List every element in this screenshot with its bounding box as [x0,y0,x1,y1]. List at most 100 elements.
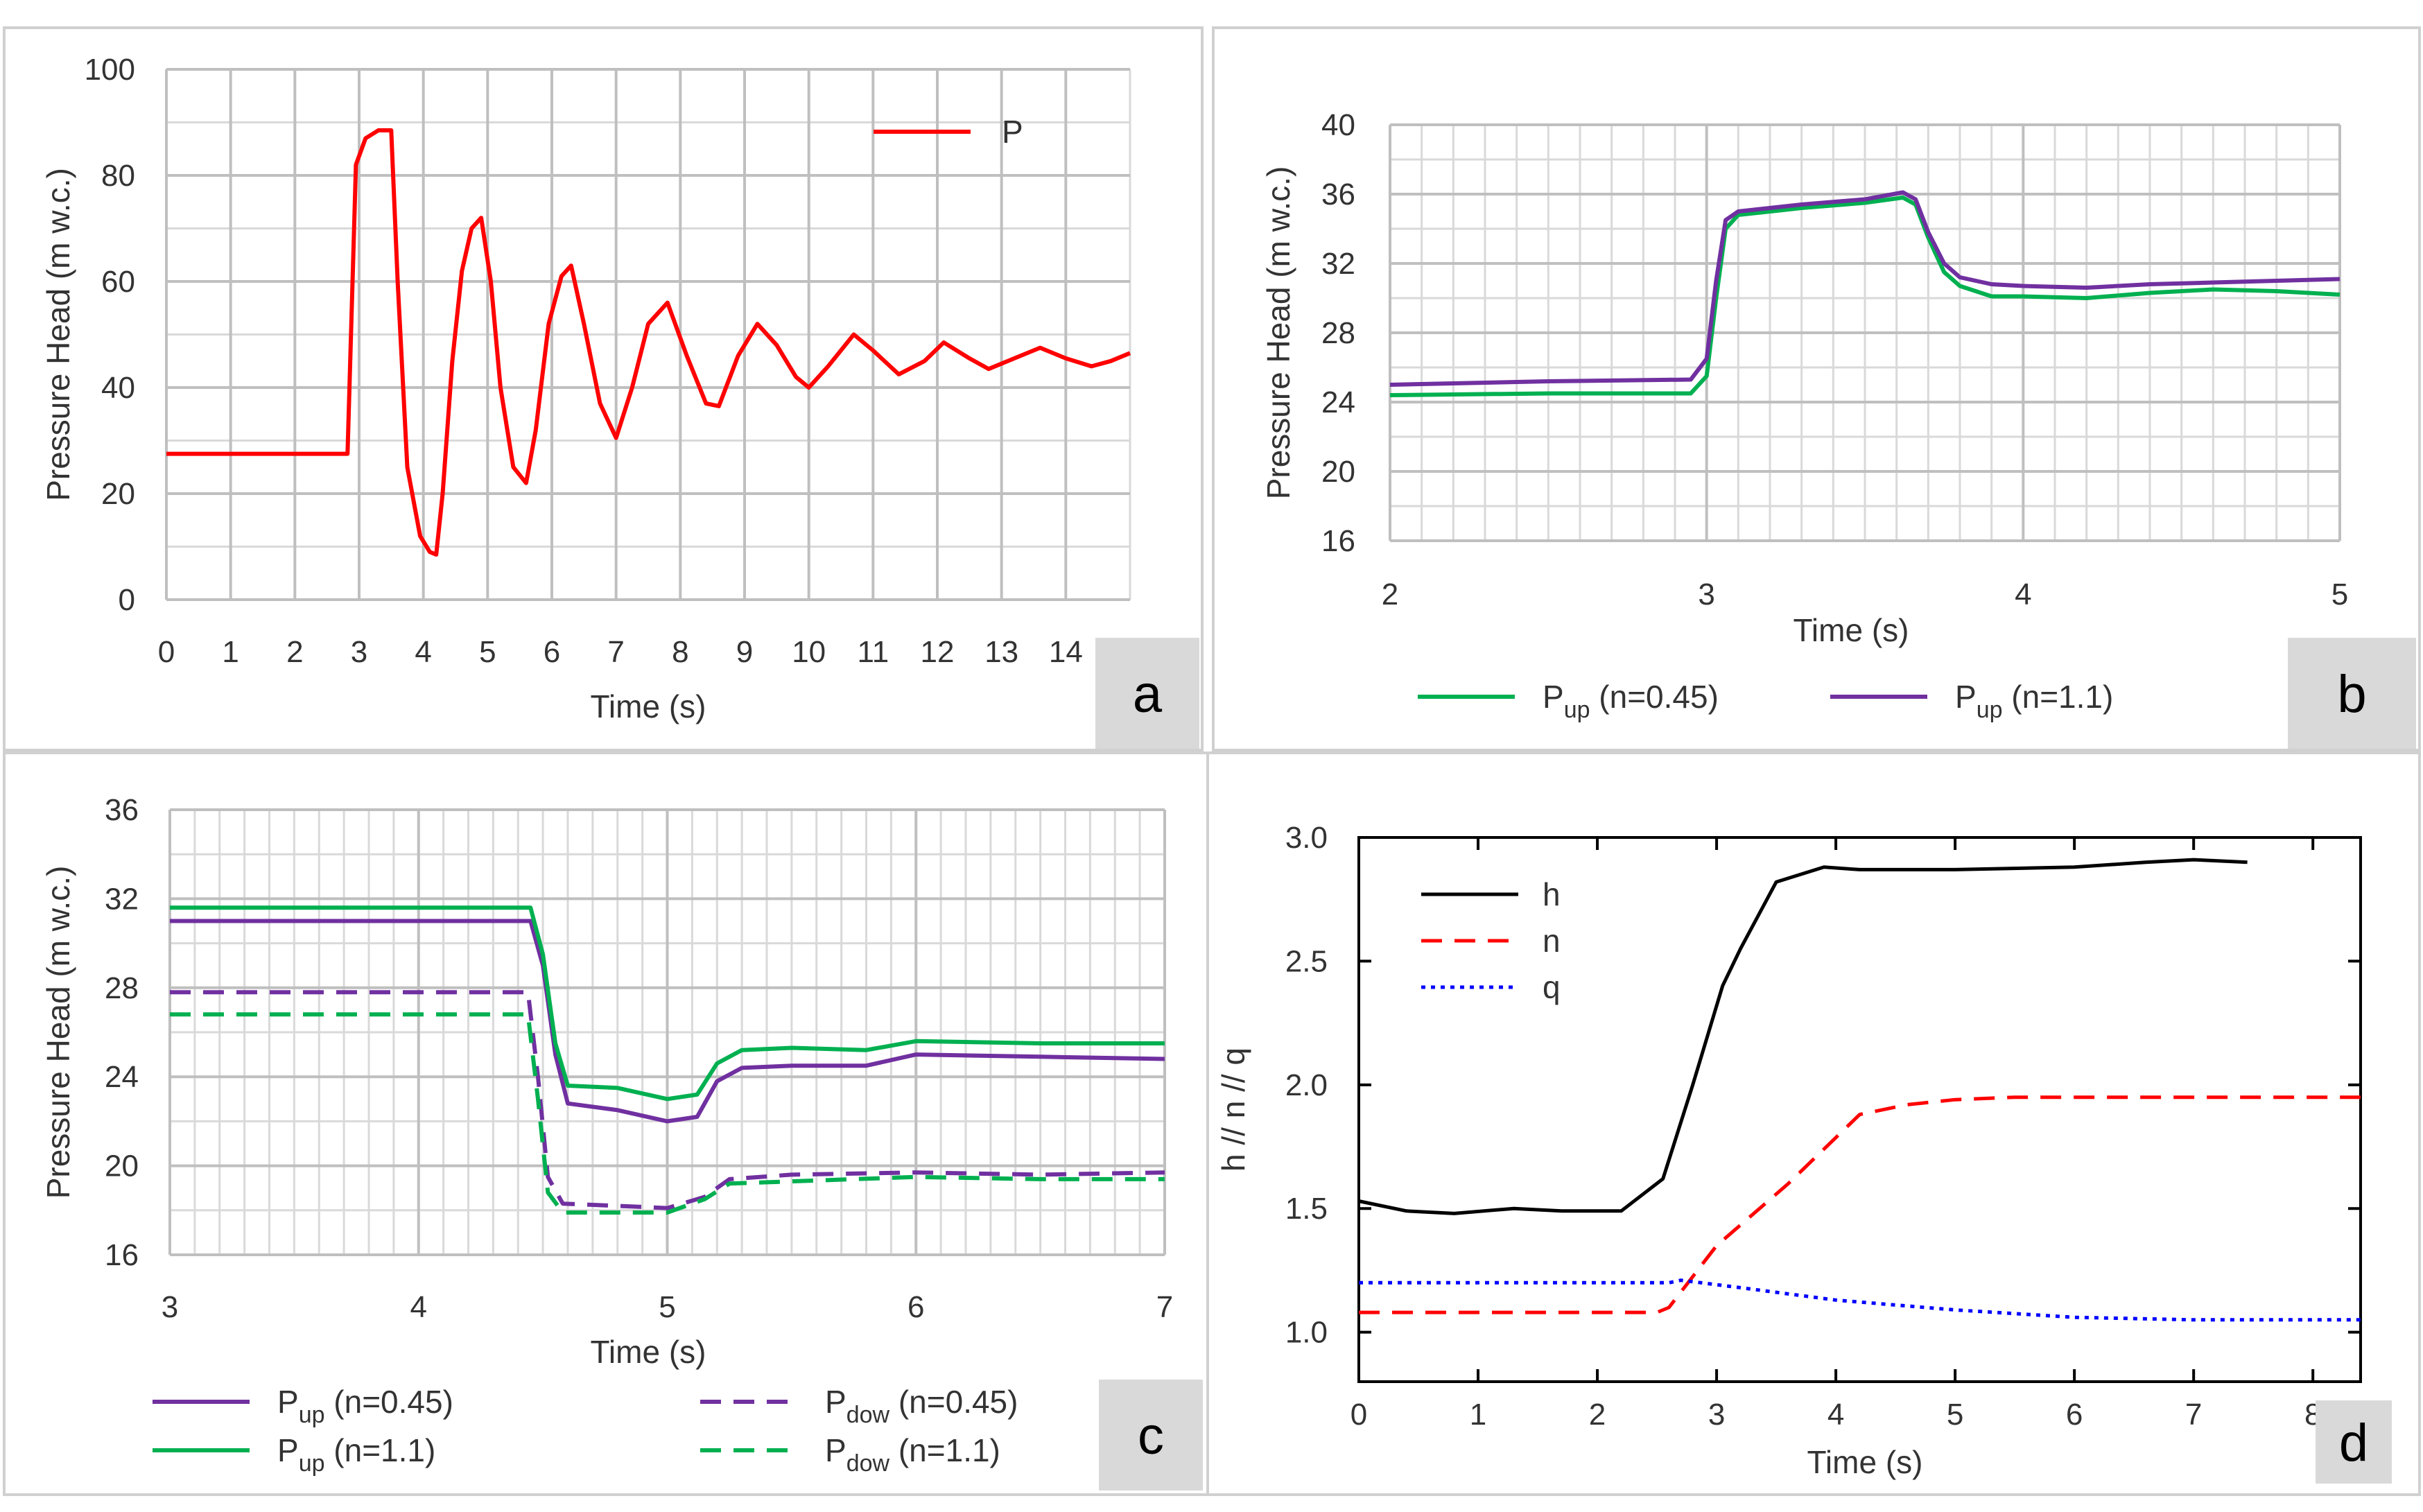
y-tick-label: 24 [105,1060,139,1094]
series-line-1 [170,905,1165,1102]
legend-label-suffix: (n=1.1) [2003,679,2114,715]
x-tick-label: 13 [984,635,1018,669]
series-line-1 [1389,190,2341,387]
legend-label-suffix: (n=1.1) [325,1432,436,1468]
x-tick-label: 2 [1382,577,1398,611]
y-tick-label: 20 [101,477,135,511]
legend-label-main: P [1955,679,1977,715]
y-tick-label: 28 [105,971,139,1005]
x-tick-label: 7 [1156,1290,1173,1324]
x-axis-title: Time (s) [1807,1444,1923,1480]
legend-label-suffix: (n=0.45) [889,1384,1018,1420]
legend-label: n [1543,923,1561,959]
y-tick-label: 0 [119,583,135,617]
series-line-0 [1358,858,2248,1215]
panel-letter: a [1133,665,1163,724]
x-tick-label: 4 [410,1290,427,1324]
series-line-3 [170,1012,1165,1215]
x-tick-label: 4 [1827,1398,1844,1432]
y-tick-label: 3.0 [1285,821,1328,855]
y-tick-label: 40 [101,371,135,405]
x-tick-label: 0 [1351,1398,1367,1432]
y-axis-title: Pressure Head (m w.c.) [1260,166,1296,500]
panel-letter: d [2339,1414,2368,1472]
panel-letter: b [2337,665,2366,724]
x-tick-label: 5 [479,635,496,669]
y-tick-label: 36 [1321,177,1355,211]
panel-c: 3 4 5 6 7 16 20 24 28 32 36 Time (s) Pressure Head (… [40,793,1203,1491]
x-axis-title: Time (s) [591,688,706,724]
panel-letter-box [2288,638,2416,749]
series-line-0 [170,919,1165,1124]
x-tick-label: 5 [2331,577,2348,611]
series-line-2 [1359,1278,2361,1322]
y-tick-label: 100 [85,53,135,87]
x-tick-label: 7 [607,635,624,669]
legend-label: Pup (n=0.45) [1543,679,1719,723]
y-tick-label: 80 [101,159,135,193]
y-tick-label: 60 [101,265,135,299]
legend: hnq [1421,876,1561,1005]
y-tick-label: 28 [1321,316,1355,350]
legend-label-main: P [825,1384,846,1420]
x-tick-label: 12 [921,635,955,669]
legend-label: q [1543,969,1561,1005]
x-tick-label: 10 [792,635,826,669]
y-tick-label: 2.5 [1285,944,1328,978]
panel-c-frame [3,751,1212,1496]
legend-label: h [1543,876,1561,912]
panel-d-frame [1206,751,2421,1496]
x-axis-title: Time (s) [591,1334,706,1370]
x-tick-label: 14 [1049,635,1083,669]
panel-letter-box [1095,638,1199,749]
x-tick-label: 1 [222,635,238,669]
x-tick-label: 6 [907,1290,924,1324]
legend-label: Pup (n=1.1) [1955,679,2113,723]
legend: Pup (n=0.45) Pup (n=1.1) [1418,679,2113,723]
series-line-1 [1359,1095,2361,1314]
legend-label-main: P [1543,679,1564,715]
legend-label-sub: up [299,1402,325,1428]
y-tick-label: 20 [105,1149,139,1183]
legend-label-main: P [277,1384,299,1420]
legend-label-suffix: (n=0.45) [325,1384,453,1420]
legend-label-sub: dow [846,1402,890,1428]
y-tick-label: 32 [1321,247,1355,281]
y-axis-title: Pressure Head (m w.c.) [40,168,76,501]
x-tick-label: 7 [2185,1398,2202,1432]
series-line-0 [166,128,1131,557]
y-axis-title: Pressure Head (m w.c.) [40,866,76,1199]
legend-label: P [1002,114,1023,150]
y-tick-label: 20 [1321,455,1355,489]
x-tick-label: 6 [2066,1398,2083,1432]
y-tick-label: 1.5 [1285,1192,1328,1226]
y-tick-label: 40 [1321,108,1355,142]
x-axis-title: Time (s) [1794,612,1909,648]
panel-b-frame [1212,26,2421,751]
y-tick-label: 2.0 [1285,1068,1328,1102]
panel-letter-box [2316,1400,2392,1484]
legend-label: Pdow (n=0.45) [825,1384,1018,1428]
legend-label-suffix: (n=0.45) [1590,679,1719,715]
x-tick-label: 6 [544,635,560,669]
x-tick-label: 3 [1708,1398,1725,1432]
series-line-2 [170,990,1165,1210]
x-tick-label: 1 [1470,1398,1486,1432]
panel-letter-box [1099,1380,1203,1491]
x-tick-label: 3 [162,1290,178,1324]
x-tick-label: 9 [736,635,753,669]
legend-label-main: P [825,1432,846,1468]
y-tick-label: 32 [105,882,139,916]
legend-label: Pdow (n=1.1) [825,1432,1000,1477]
legend-label: Pup (n=1.1) [277,1432,435,1477]
legend: Pup (n=0.45)Pup (n=1.1)Pdow (n=0.45)Pdow… [153,1384,1018,1477]
y-tick-label: 1.0 [1285,1316,1328,1350]
plot-frame [1357,836,2362,1383]
x-tick-label: 4 [2015,577,2031,611]
y-tick-label: 36 [105,793,139,827]
x-tick-label: 2 [1589,1398,1606,1432]
legend-label: Pup (n=0.45) [277,1384,453,1428]
